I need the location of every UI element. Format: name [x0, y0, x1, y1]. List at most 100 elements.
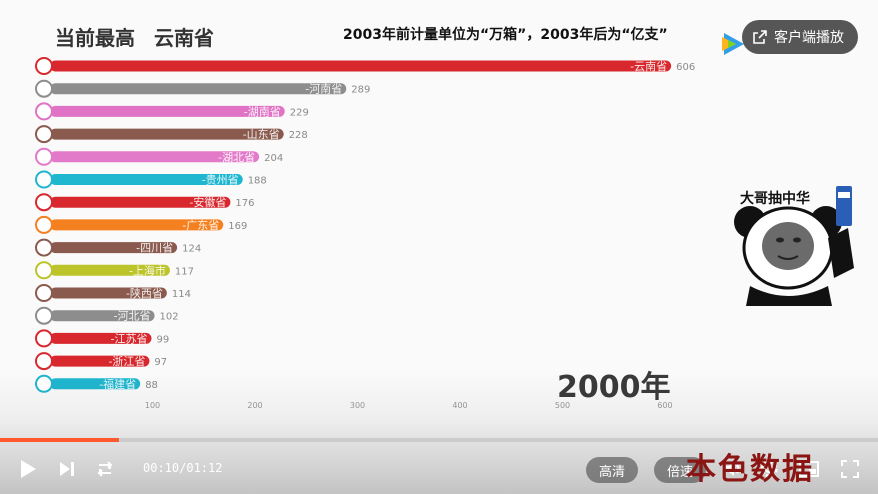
bar-marker — [35, 215, 53, 234]
bar-value-label: 117 — [175, 266, 194, 277]
bar-value-label: 169 — [228, 221, 247, 232]
bar-value-label: 114 — [172, 289, 191, 300]
x-tick-label: 500 — [555, 401, 570, 410]
bar-category-label: -云南省 — [630, 60, 667, 73]
bar-marker — [35, 125, 53, 144]
bar-category-label: -湖南省 — [244, 105, 281, 118]
external-open-icon — [753, 30, 767, 44]
bar-category-label: -河南省 — [305, 83, 342, 96]
bar — [50, 174, 243, 185]
bar — [50, 83, 347, 95]
bar-value-label: 124 — [182, 244, 201, 255]
x-tick-label: 100 — [145, 401, 160, 410]
bar — [50, 196, 231, 208]
bar-marker — [35, 170, 53, 189]
bar-value-label: 97 — [154, 357, 167, 368]
bar-marker — [35, 329, 53, 348]
play-button[interactable] — [14, 455, 42, 483]
bar-marker — [35, 238, 53, 257]
bar-value-label: 99 — [156, 334, 169, 345]
x-tick-label: 200 — [247, 401, 262, 410]
play-icon — [21, 460, 36, 478]
bar-category-label: -河北省 — [114, 310, 151, 323]
bar-marker — [35, 374, 53, 393]
speed-label: 倍速 — [666, 464, 693, 480]
time-display: 00:10/01:12 — [143, 461, 222, 475]
settings-button[interactable] — [756, 455, 782, 483]
leader-label: 当前最高 — [55, 26, 135, 50]
bar-category-label: -广东省 — [182, 219, 219, 232]
bar-value-label: 228 — [289, 130, 308, 141]
total-time: 01:12 — [186, 461, 223, 475]
bar — [50, 264, 170, 276]
bar — [50, 151, 260, 163]
bar — [50, 242, 178, 254]
bar-category-label: -上海市 — [129, 263, 166, 277]
bar-value-label: 88 — [145, 380, 158, 391]
bar-value-label: 289 — [351, 85, 370, 96]
bar-value-label: 188 — [248, 176, 267, 187]
pip-icon — [799, 461, 819, 477]
bar-value-label: 204 — [264, 153, 283, 164]
bar-marker — [35, 57, 53, 75]
quality-label: 高清 — [598, 464, 625, 480]
year-label: 2000年 — [557, 362, 671, 406]
bar-category-label: -四川省 — [136, 242, 173, 255]
quality-button[interactable]: 高清 — [586, 457, 638, 483]
bar-marker — [35, 352, 53, 371]
tencent-video-logo — [722, 33, 744, 55]
bar — [50, 105, 285, 117]
pip-button[interactable] — [796, 455, 822, 483]
bar-value-label: 102 — [160, 312, 179, 323]
channel-watermark: 本色数据 — [686, 452, 814, 487]
bar-category-label: -湖北省 — [218, 151, 255, 164]
meme-caption: 大哥抽中华 — [740, 191, 810, 207]
bar-category-label: -安徽省 — [189, 195, 226, 209]
settings-icon — [760, 460, 778, 478]
volume-button[interactable] — [720, 455, 746, 483]
bar-marker — [35, 284, 53, 302]
volume-icon — [725, 462, 740, 476]
bar-marker — [35, 306, 53, 325]
bar — [50, 378, 141, 390]
open-in-client-button[interactable]: 客户端播放 — [742, 20, 858, 54]
bar-value-label: 229 — [290, 107, 309, 118]
bar — [50, 310, 155, 322]
loop-button[interactable] — [92, 455, 118, 483]
x-tick-label: 600 — [657, 401, 672, 410]
bar-marker — [35, 261, 53, 280]
bar-marker — [35, 147, 53, 166]
bar-category-label: -浙江省 — [108, 355, 145, 368]
bar-category-label: -贵州省 — [202, 174, 239, 187]
bar — [50, 355, 150, 367]
bar-value-label: 606 — [676, 62, 695, 73]
fullscreen-icon — [841, 460, 859, 478]
leader-value: 云南省 — [153, 26, 214, 50]
bar — [50, 60, 672, 72]
bar-marker — [35, 102, 53, 121]
bar-marker — [35, 79, 53, 98]
speed-button[interactable]: 倍速 — [654, 457, 706, 483]
unit-note: 2003年前计量单位为“万箱”，2003年后为“亿支” — [343, 27, 668, 43]
bar — [50, 287, 167, 299]
time-separator: / — [179, 461, 187, 475]
bar-category-label: -陕西省 — [126, 286, 163, 300]
bar — [50, 219, 224, 231]
fullscreen-button[interactable] — [836, 455, 864, 483]
next-icon — [60, 462, 74, 476]
bar — [50, 332, 152, 344]
x-tick-label: 300 — [350, 401, 365, 410]
progress-bar[interactable] — [0, 438, 878, 442]
panda-meme-image — [734, 186, 854, 306]
bar-value-label: 176 — [235, 198, 254, 209]
current-time: 00:10 — [143, 461, 180, 475]
bar-marker — [35, 193, 53, 212]
bar-category-label: -山东省 — [243, 128, 280, 141]
x-tick-label: 400 — [452, 401, 467, 410]
bar — [50, 128, 284, 140]
progress-fill — [0, 438, 119, 442]
loop-icon — [97, 461, 113, 477]
next-button[interactable] — [54, 455, 80, 483]
bar-category-label: -江苏省 — [110, 332, 147, 345]
